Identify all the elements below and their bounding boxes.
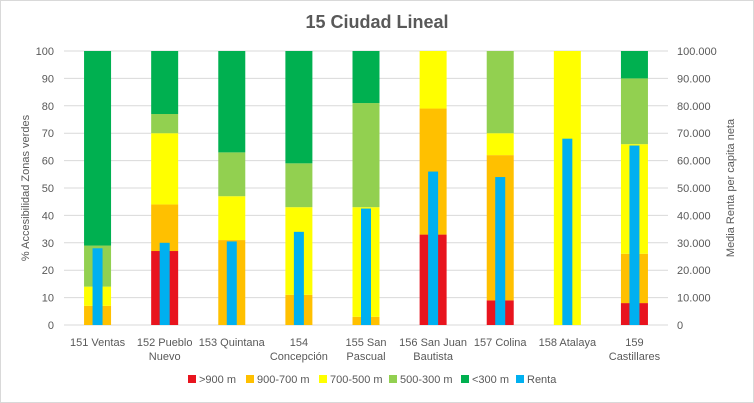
bar-segment xyxy=(285,51,313,164)
legend-label: 500-300 m xyxy=(400,374,453,386)
legend-label: 900-700 m xyxy=(257,374,310,386)
bar-segment xyxy=(151,114,179,134)
renta-bar xyxy=(92,248,103,325)
y-tick-label: 50 xyxy=(42,183,54,195)
legend-swatch xyxy=(516,375,524,383)
y-tick-label: 20 xyxy=(42,265,54,277)
category-label: 153 Quintana xyxy=(199,337,266,349)
legend-label: 700-500 m xyxy=(330,374,383,386)
legend: >900 m 900-700 m 700-500 m 500-300 m <300 m R… xyxy=(188,374,557,386)
y-tick-label: 60 xyxy=(42,156,54,168)
category-label: 159 Castillares xyxy=(609,337,661,363)
category-label: 157 Colina xyxy=(474,337,527,349)
renta-bar xyxy=(495,177,506,325)
legend-label: <300 m xyxy=(472,374,509,386)
category-label: 152 Pueblo Nuevo xyxy=(137,337,193,363)
category-label: 158 Atalaya xyxy=(539,337,597,349)
y2-axis-title: Media Renta per capita neta xyxy=(725,118,737,257)
y-tick-label: 100 xyxy=(36,46,54,58)
bar-segment xyxy=(352,103,380,208)
left-axis-ticks: 0 10 20 30 40 50 60 70 80 90 100 xyxy=(36,46,54,332)
y2-tick-label: 50.000 xyxy=(677,183,711,195)
renta-bar xyxy=(293,231,304,325)
legend-label: >900 m xyxy=(199,374,236,386)
bar-segment xyxy=(151,133,179,205)
y2-tick-label: 80.000 xyxy=(677,101,711,113)
y2-tick-label: 40.000 xyxy=(677,210,711,222)
category-label: 155 San Pascual xyxy=(346,337,387,363)
y2-tick-label: 30.000 xyxy=(677,238,711,250)
bar-segment xyxy=(84,51,112,246)
renta-bar xyxy=(226,241,237,325)
category-label: 156 San Juan Bautista xyxy=(399,337,467,363)
y2-tick-label: 100.000 xyxy=(677,46,717,58)
y2-tick-label: 10.000 xyxy=(677,293,711,305)
bar-segment xyxy=(352,51,380,104)
bar-segment xyxy=(218,51,246,153)
y-tick-label: 10 xyxy=(42,293,54,305)
category-labels: 151 Ventas 152 Pueblo Nuevo 153 Quintana 154… xyxy=(70,337,661,363)
bar-segment xyxy=(218,152,246,197)
bar-segment xyxy=(151,51,179,115)
y-axis-title: % Accesibilidad Zonas verdes xyxy=(20,114,32,261)
category-label: 154 Concepción xyxy=(270,337,328,363)
legend-swatch xyxy=(319,375,327,383)
renta-bar xyxy=(629,145,640,325)
renta-bar xyxy=(159,242,170,325)
y2-tick-label: 90.000 xyxy=(677,73,711,85)
category-label: 151 Ventas xyxy=(70,337,126,349)
chart-title: 15 Ciudad Lineal xyxy=(305,12,448,32)
y-tick-label: 80 xyxy=(42,101,54,113)
y2-tick-label: 0 xyxy=(677,320,683,332)
legend-swatch xyxy=(389,375,397,383)
bar-segment xyxy=(486,51,514,134)
bar-segment xyxy=(620,51,648,79)
renta-bar xyxy=(562,138,573,325)
renta-bars-group xyxy=(92,138,640,325)
legend-swatch xyxy=(246,375,254,383)
y-tick-label: 70 xyxy=(42,128,54,140)
legend-label: Renta xyxy=(527,374,557,386)
bar-segment xyxy=(285,163,313,208)
y-tick-label: 30 xyxy=(42,238,54,250)
legend-swatch xyxy=(461,375,469,383)
bar-segment xyxy=(218,196,246,241)
renta-bar xyxy=(428,171,439,325)
renta-bar xyxy=(361,208,371,325)
y-tick-label: 90 xyxy=(42,73,54,85)
y-tick-label: 40 xyxy=(42,210,54,222)
bar-segment xyxy=(486,133,514,156)
bar-segment xyxy=(419,51,447,109)
y2-tick-label: 20.000 xyxy=(677,265,711,277)
legend-swatch xyxy=(188,375,196,383)
y2-tick-label: 70.000 xyxy=(677,128,711,140)
right-axis-ticks: 0 10.000 20.000 30.000 40.000 50.000 60.000 70.… xyxy=(677,46,717,332)
bar-segment xyxy=(620,78,648,145)
y2-tick-label: 60.000 xyxy=(677,156,711,168)
y-tick-label: 0 xyxy=(48,320,54,332)
